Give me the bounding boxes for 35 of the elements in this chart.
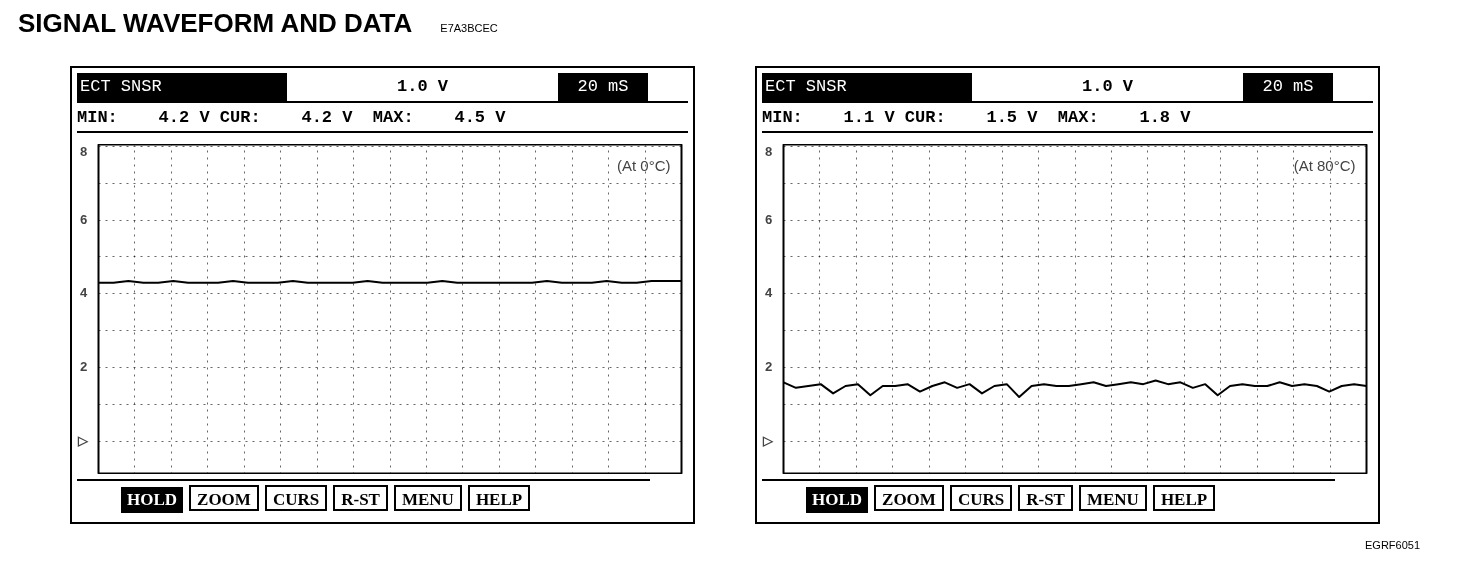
text: EGRF6051 — [1365, 539, 1421, 551]
y-tick-label: 6 — [79, 212, 88, 228]
text: MENU — [393, 485, 462, 511]
text: R-ST — [1018, 485, 1073, 511]
text: 20 mS — [1243, 73, 1333, 101]
text: CURS — [949, 485, 1013, 511]
text: E7A3BCEC — [440, 22, 498, 34]
annotation: (At 80°C) — [1293, 156, 1356, 174]
text: 20 mS — [558, 73, 648, 101]
text: ZOOM — [189, 485, 259, 511]
text: 1.0 V — [396, 75, 449, 98]
y-tick-label: 2 — [79, 360, 88, 376]
text: HOLD — [806, 487, 869, 513]
y-tick-label: 4 — [764, 286, 773, 302]
text: MENU — [1078, 485, 1147, 511]
chart-title: ECT SNSR — [77, 73, 287, 101]
text: R-ST — [333, 485, 388, 511]
y-tick-label: 8 — [79, 144, 88, 160]
text: MIN: 1.1 V CUR: 1.5 V MAX: 1.8 V — [762, 103, 1373, 133]
text: MIN: 4.2 V CUR: 4.2 V MAX: 4.5 V — [77, 103, 688, 133]
text: 1.0 V — [1081, 75, 1134, 98]
y-tick-label: ▷ — [76, 433, 89, 449]
y-tick-label: ▷ — [761, 433, 774, 449]
y-tick-label: 2 — [764, 360, 773, 376]
text: HELP — [1152, 485, 1216, 511]
text: SIGNAL WAVEFORM AND DATA — [18, 8, 413, 38]
annotation: (At 0°C) — [617, 156, 671, 174]
text: CURS — [264, 485, 328, 511]
text: HELP — [467, 485, 531, 511]
text: HOLD — [121, 487, 184, 513]
y-tick-label: 6 — [764, 212, 773, 228]
text: ZOOM — [874, 485, 944, 511]
y-tick-label: 4 — [79, 286, 88, 302]
y-tick-label: 8 — [764, 144, 773, 160]
chart-title: ECT SNSR — [762, 73, 972, 101]
